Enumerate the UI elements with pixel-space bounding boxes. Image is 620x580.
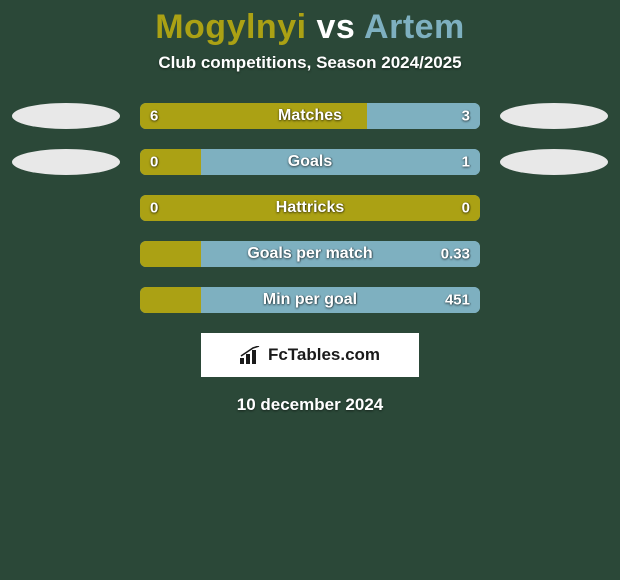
stat-row: Matches 6 3 bbox=[0, 103, 620, 129]
player1-badge bbox=[12, 149, 120, 175]
stat-row: Goals 0 1 bbox=[0, 149, 620, 175]
player2-name: Artem bbox=[364, 8, 465, 46]
stat-row: Hattricks 0 0 bbox=[0, 195, 620, 221]
stat-label: Goals per match bbox=[247, 245, 372, 263]
stat-bar: Min per goal 451 bbox=[140, 287, 480, 313]
stat-value-left: 6 bbox=[150, 108, 158, 125]
player1-badge bbox=[12, 103, 120, 129]
stat-bar: Goals 0 1 bbox=[140, 149, 480, 175]
subtitle: Club competitions, Season 2024/2025 bbox=[0, 53, 620, 73]
stat-bar: Goals per match 0.33 bbox=[140, 241, 480, 267]
date-label: 10 december 2024 bbox=[0, 395, 620, 415]
bar-chart-icon bbox=[240, 346, 262, 364]
stat-value-right: 3 bbox=[462, 108, 470, 125]
player1-name: Mogylnyi bbox=[155, 8, 306, 46]
stat-value-right: 1 bbox=[462, 154, 470, 171]
brand-box[interactable]: FcTables.com bbox=[201, 333, 419, 377]
stat-bar-left bbox=[140, 241, 201, 267]
stat-value-right: 0.33 bbox=[441, 246, 470, 263]
vs-text: vs bbox=[317, 8, 356, 46]
player2-badge bbox=[500, 103, 608, 129]
brand-label: FcTables.com bbox=[268, 345, 380, 365]
stat-bar-left bbox=[140, 287, 201, 313]
player2-badge bbox=[500, 149, 608, 175]
page-title: Mogylnyi vs Artem bbox=[0, 0, 620, 47]
stat-value-left: 0 bbox=[150, 154, 158, 171]
stat-value-left: 0 bbox=[150, 200, 158, 217]
stat-label: Goals bbox=[288, 153, 332, 171]
stat-bar-right bbox=[201, 149, 480, 175]
stat-label: Matches bbox=[278, 107, 342, 125]
stat-label: Min per goal bbox=[263, 291, 357, 309]
stat-rows: Matches 6 3 Goals 0 1 Hattricks 0 0 Goals per mat… bbox=[0, 103, 620, 313]
stat-value-right: 451 bbox=[445, 292, 470, 309]
stat-row: Min per goal 451 bbox=[0, 287, 620, 313]
stat-value-right: 0 bbox=[462, 200, 470, 217]
stat-label: Hattricks bbox=[276, 199, 344, 217]
comparison-card: Mogylnyi vs Artem Club competitions, Sea… bbox=[0, 0, 620, 580]
stat-bar: Matches 6 3 bbox=[140, 103, 480, 129]
stat-bar: Hattricks 0 0 bbox=[140, 195, 480, 221]
stat-row: Goals per match 0.33 bbox=[0, 241, 620, 267]
